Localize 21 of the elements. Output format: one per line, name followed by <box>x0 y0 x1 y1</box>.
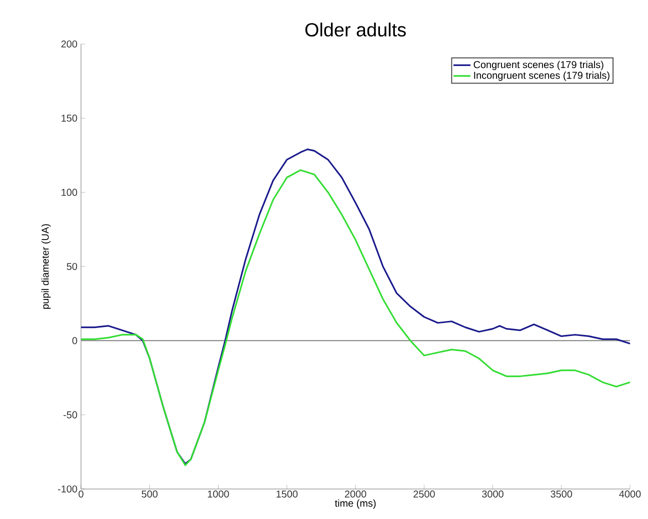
x-tick-label: 1000 <box>208 490 229 498</box>
y-tick-label: -50 <box>64 411 78 418</box>
y-tick-label: 0 <box>72 337 78 344</box>
x-tick-label: 4000 <box>619 490 641 498</box>
chart-title: Older adults <box>305 22 406 36</box>
x-axis-title: time (ms) <box>334 499 376 509</box>
x-tick-label: 2000 <box>344 490 366 498</box>
x-tick-label: 500 <box>142 490 158 498</box>
x-tick-label: 0 <box>78 490 84 498</box>
y-axis-title: pupil diameter (UA) <box>41 224 51 309</box>
x-tick-label: 2500 <box>414 490 435 498</box>
legend-label: Incongruent scenes (179 trials) <box>474 72 610 81</box>
legend-label: Congruent scenes (179 trials) <box>474 60 604 70</box>
y-tick-label: 150 <box>62 114 78 122</box>
y-tick-label: 200 <box>61 40 78 48</box>
y-tick-label: -100 <box>58 485 78 493</box>
y-tick-label: 100 <box>62 188 78 196</box>
x-tick-label: 3500 <box>550 490 572 498</box>
y-tick-label: 50 <box>66 262 78 270</box>
x-tick-label: 1500 <box>276 490 298 498</box>
x-tick-label: 3000 <box>482 490 504 498</box>
